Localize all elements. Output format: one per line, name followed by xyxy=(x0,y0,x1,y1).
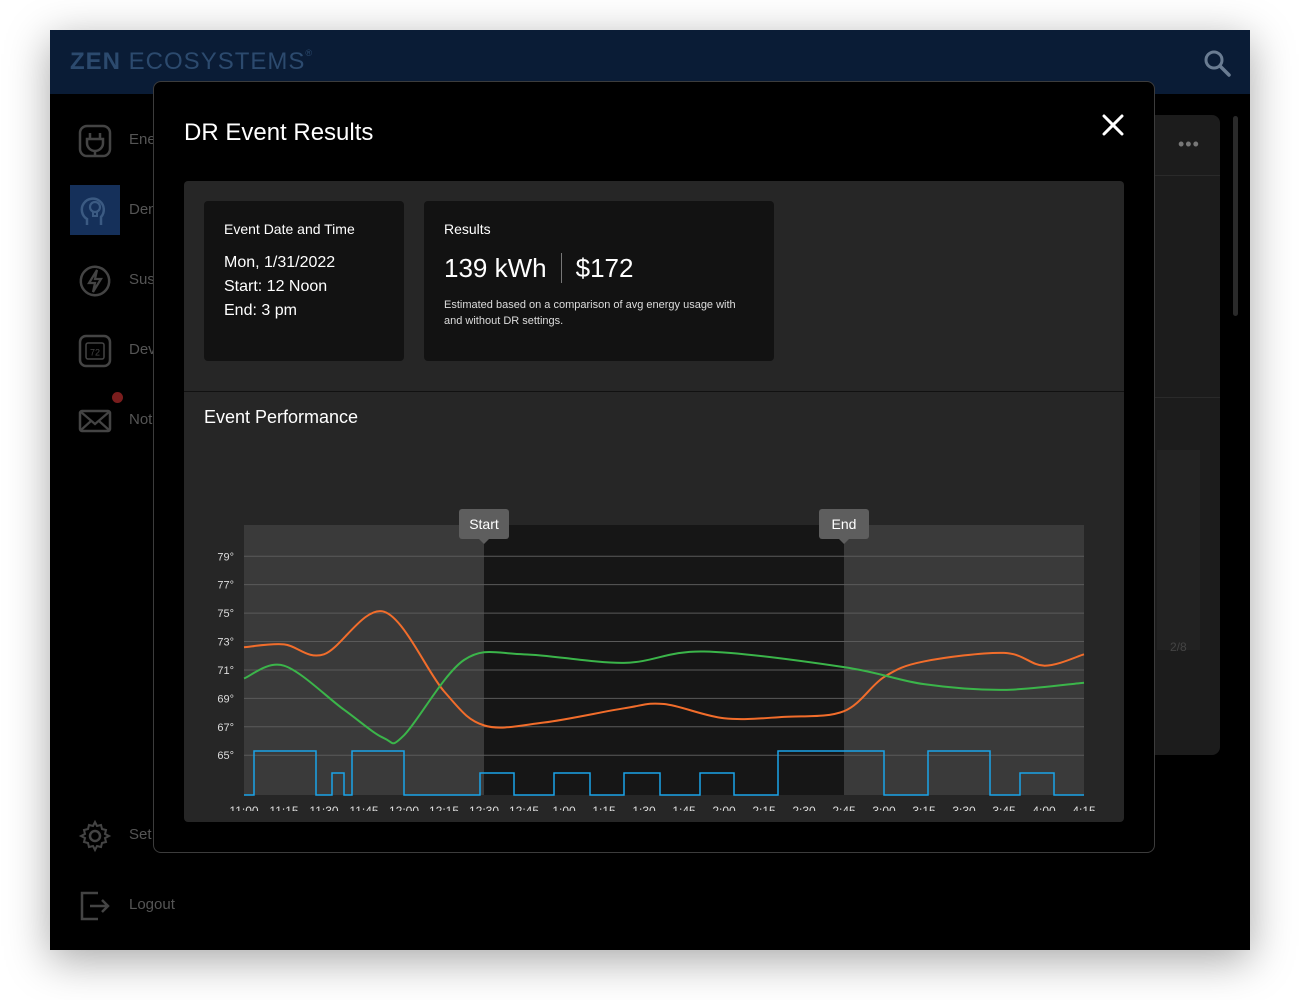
y-tick-label: 73° xyxy=(217,637,234,649)
background-inner-panel xyxy=(1157,450,1200,650)
pre-event-region xyxy=(244,525,484,795)
active-highlight xyxy=(70,185,120,235)
marker-badge xyxy=(819,509,869,539)
search-icon[interactable] xyxy=(1203,49,1231,77)
sidebar-item-label: Logout xyxy=(129,896,175,913)
thermostat-icon: 72 xyxy=(78,334,112,368)
brand-light: ECOSYSTEMS xyxy=(128,48,306,75)
sidebar-item-label: Ene xyxy=(129,131,156,148)
start-marker-label: Start xyxy=(469,516,499,532)
modal-title: DR Event Results xyxy=(184,119,374,146)
x-tick-label: 1:00 xyxy=(552,804,576,811)
event-end: End: 3 pm xyxy=(224,302,297,319)
section-divider xyxy=(184,391,1124,392)
x-tick-label: 2:15 xyxy=(752,804,776,811)
dr-event-results-modal: DR Event Results Event Date and Time Mon… xyxy=(153,81,1155,853)
x-tick-label: 1:30 xyxy=(632,804,656,811)
x-tick-label: 3:00 xyxy=(872,804,896,811)
marker-badge xyxy=(459,509,509,539)
x-tick-label: 11:00 xyxy=(229,804,258,811)
x-tick-label: 2:45 xyxy=(832,804,856,811)
sidebar-item-label: Set xyxy=(129,826,152,843)
logout-icon xyxy=(80,891,110,921)
envelope-icon xyxy=(78,409,112,433)
event-card-title: Event Date and Time xyxy=(224,221,355,237)
results-values: 139 kWh $172 xyxy=(444,251,754,285)
sidebar-item-settings[interactable]: Set xyxy=(70,810,260,860)
x-tick-label: 2:00 xyxy=(712,804,736,811)
x-tick-label: 12:15 xyxy=(429,804,459,811)
more-options-icon[interactable]: ••• xyxy=(1178,134,1200,154)
brand-bold: ZEN xyxy=(70,48,121,75)
notification-dot xyxy=(112,392,123,403)
x-tick-label: 3:45 xyxy=(992,804,1016,811)
sidebar-item-label: Den xyxy=(129,201,157,218)
event-performance-title: Event Performance xyxy=(204,407,359,427)
sidebar-item-label: Dev xyxy=(129,341,156,358)
sidebar-item-notifications[interactable]: Not xyxy=(70,395,260,445)
x-tick-label: 4:00 xyxy=(1032,804,1056,811)
x-tick-label: 4:15 xyxy=(1072,804,1096,811)
energy-saved: 139 kWh xyxy=(444,252,547,283)
results-card-title: Results xyxy=(444,221,491,237)
y-tick-label: 77° xyxy=(217,580,234,592)
background-page-indicator: 2/8 xyxy=(1170,640,1187,654)
sidebar-item-label: Sus xyxy=(129,271,155,288)
x-tick-label: 1:45 xyxy=(672,804,696,811)
scrollbar[interactable] xyxy=(1233,116,1238,316)
y-tick-label: 71° xyxy=(217,665,234,677)
cost-saved: $172 xyxy=(575,252,634,283)
fan-series-line xyxy=(244,750,1084,796)
x-tick-label: 11:15 xyxy=(269,804,298,811)
gear-icon xyxy=(78,819,112,853)
plug-icon xyxy=(78,124,112,158)
brand-logo: ZEN ECOSYSTEMS® xyxy=(70,48,313,76)
x-tick-label: 12:30 xyxy=(469,804,499,811)
sidebar-item-demand[interactable]: Den xyxy=(70,185,260,235)
results-note-line2: and without DR settings. xyxy=(444,315,564,327)
results-divider xyxy=(560,253,562,283)
x-tick-label: 3:15 xyxy=(912,804,936,811)
x-tick-label: 12:45 xyxy=(509,804,539,811)
x-tick-label: 11:45 xyxy=(349,804,378,811)
event-date: Mon, 1/31/2022 xyxy=(224,254,336,271)
marker-pointer xyxy=(479,539,489,544)
y-tick-label: 67° xyxy=(217,722,234,734)
y-tick-label: 69° xyxy=(217,693,234,705)
sidebar-item-sustainability[interactable]: Sus xyxy=(70,255,260,305)
head-bulb-icon xyxy=(80,197,106,225)
sidebar-item-logout[interactable]: Logout xyxy=(70,880,260,930)
marker-pointer xyxy=(839,539,849,544)
close-icon[interactable] xyxy=(1098,110,1128,140)
end-marker-label: End xyxy=(832,516,857,532)
event-performance-chart: 79° 77° 75° 73° 71° 69° 67° 65° 11:00 11:15 11:30 1… xyxy=(217,509,1096,811)
event-region xyxy=(484,525,844,795)
post-event-region xyxy=(844,525,1084,795)
x-tick-label: 3:30 xyxy=(952,804,976,811)
sidebar-item-label: Not xyxy=(129,411,153,428)
modal-content: Event Date and Time Mon, 1/31/2022 Start… xyxy=(184,181,1124,822)
results-note-line1: Estimated based on a comparison of avg e… xyxy=(444,299,736,311)
y-tick-label: 65° xyxy=(217,750,234,762)
brand-mark: ® xyxy=(305,48,314,58)
y-tick-label: 75° xyxy=(217,608,234,620)
sidebar-item-devices[interactable]: 72 Dev xyxy=(70,325,260,375)
thermostat-display: 72 xyxy=(90,348,100,358)
bolt-icon xyxy=(79,265,111,297)
y-tick-label: 79° xyxy=(217,551,234,563)
x-tick-label: 12:00 xyxy=(389,804,419,811)
energy-usage-series-line xyxy=(243,610,1085,729)
x-tick-label: 11:30 xyxy=(309,804,338,811)
event-start: Start: 12 Noon xyxy=(224,278,328,295)
x-tick-label: 1:15 xyxy=(592,804,616,811)
sidebar-item-energy[interactable]: Ene xyxy=(70,115,260,165)
event-date-card: Event Date and Time Mon, 1/31/2022 Start… xyxy=(204,201,404,361)
results-card: Results 139 kWh $172 Estimated based on … xyxy=(424,201,774,361)
x-tick-label: 2:30 xyxy=(792,804,816,811)
set-point-series-line xyxy=(243,650,1085,745)
